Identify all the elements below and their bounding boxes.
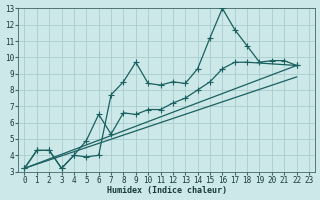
X-axis label: Humidex (Indice chaleur): Humidex (Indice chaleur) (107, 186, 227, 195)
